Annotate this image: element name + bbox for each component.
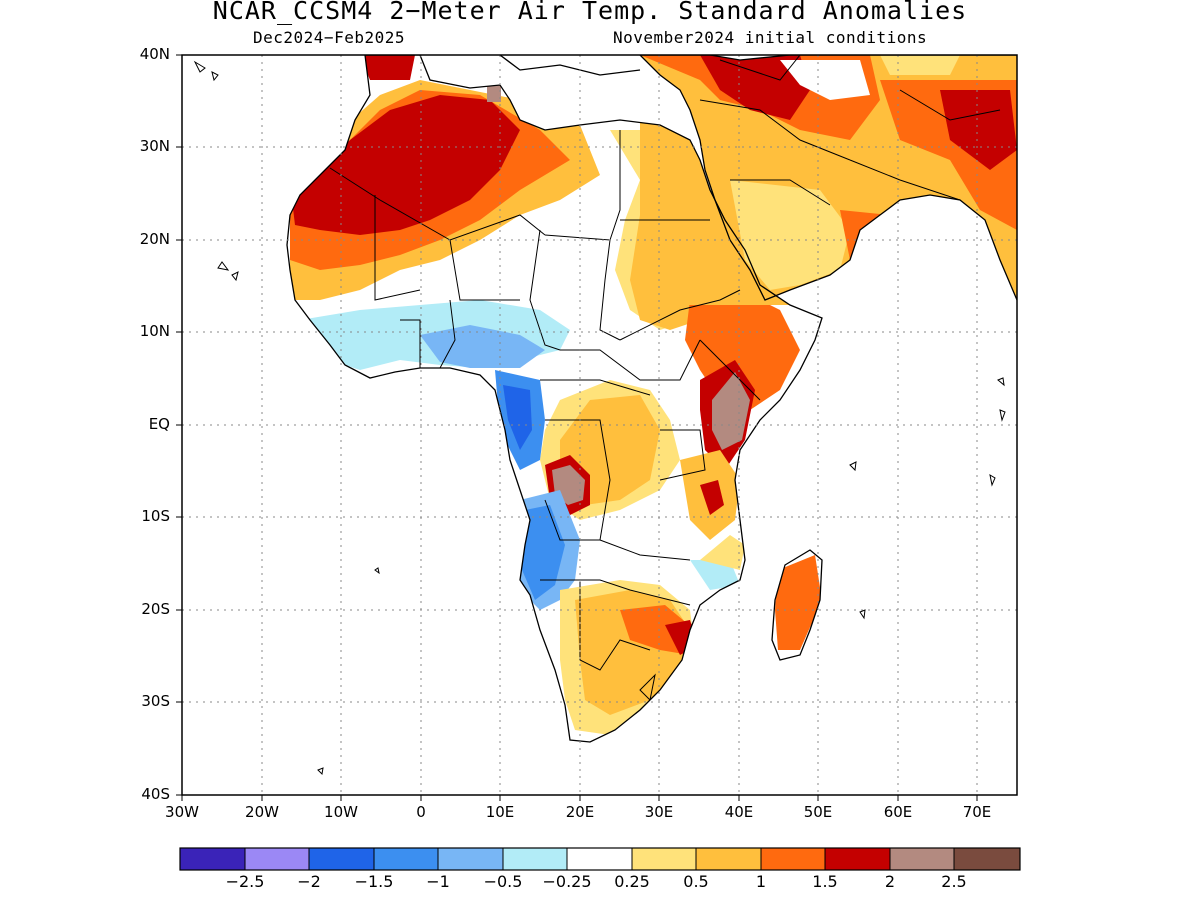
initial-conditions: November2024 initial conditions [613,28,928,47]
colorbar-swatch [567,848,632,870]
colorbar-swatch [954,848,1020,870]
lat-label: 10N [139,322,170,340]
lon-label: 20W [245,803,279,821]
lon-label: 20E [565,803,595,821]
colorbar-label: −2.5 [225,872,265,891]
colorbar [179,847,1021,871]
colorbar-swatch [374,848,438,870]
lon-label: 0 [416,803,426,821]
colorbar-label: −1 [426,872,450,891]
lat-label: EQ [148,415,170,433]
lon-label: 40E [724,803,754,821]
colorbar-swatch [309,848,374,870]
colorbar-swatch [245,848,309,870]
colorbar-label: 2 [884,872,896,891]
lat-label: 40N [139,45,170,63]
colorbar-label: 0.5 [683,872,709,891]
gridlines [182,55,1017,795]
lat-label: 20S [141,600,170,618]
lat-label: 40S [141,785,170,803]
lat-label: 10S [141,507,170,525]
map-title: NCAR_CCSM4 2−Meter Air Temp. Standard An… [212,0,968,25]
lat-label: 20N [139,230,170,248]
islands [193,60,1006,776]
colorbar-label: 2.5 [941,872,967,891]
lat-label: 30S [141,692,170,710]
colorbar-label: 1.5 [812,872,838,891]
colorbar-label: 0.25 [614,872,650,891]
colorbar-swatch [180,848,245,870]
lon-label: 10E [485,803,515,821]
colorbar-swatch [761,848,825,870]
colorbar-swatch [890,848,954,870]
lat-label: 30N [139,137,170,155]
colorbar-swatch [503,848,567,870]
lon-label: 70E [962,803,992,821]
colorbar-swatch [825,848,890,870]
lon-label: 50E [803,803,833,821]
lon-label: 10W [324,803,358,821]
lon-label: 60E [883,803,913,821]
colorbar-label: 1 [755,872,767,891]
forecast-period: Dec2024−Feb2025 [253,28,405,47]
colorbar-label: −2 [297,872,321,891]
colorbar-swatch [438,848,503,870]
coastlines [286,55,1017,743]
lon-label: 30E [644,803,674,821]
colorbar-label: −0.5 [483,872,523,891]
lon-label: 30W [165,803,199,821]
colorbar-label: −1.5 [354,872,394,891]
colorbar-label: −0.25 [542,872,592,891]
colorbar-swatch [632,848,696,870]
colorbar-swatch [696,848,761,870]
tick-marks [176,54,978,801]
